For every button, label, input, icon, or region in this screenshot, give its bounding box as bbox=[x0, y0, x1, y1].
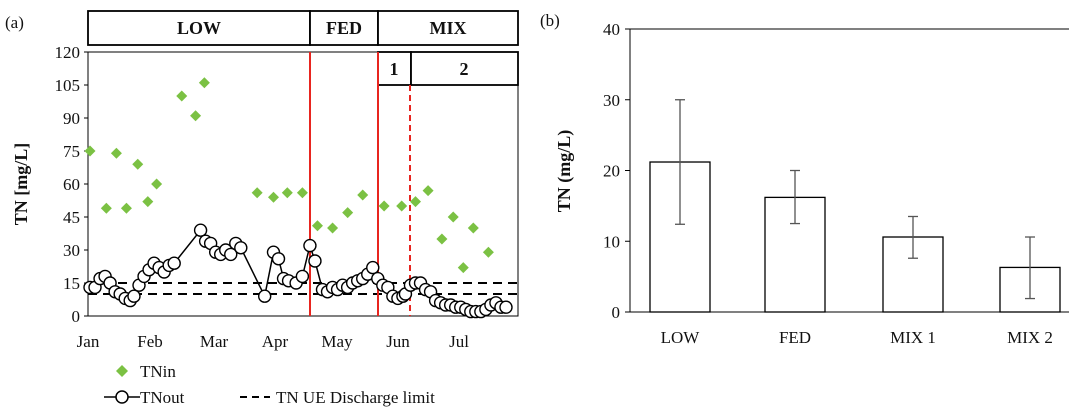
tnout-point bbox=[167, 256, 181, 270]
plot-b-x-tick-label: MIX 2 bbox=[1007, 328, 1053, 347]
legend-tnout-marker bbox=[115, 390, 129, 404]
phase-box-mix bbox=[377, 10, 519, 46]
tnin-point bbox=[281, 187, 293, 199]
legend-tnin-marker bbox=[116, 365, 128, 377]
panel-a-label: (a) bbox=[5, 13, 24, 32]
tnin-point bbox=[100, 202, 112, 214]
tnin-point bbox=[410, 196, 422, 208]
phase-box-low bbox=[87, 10, 311, 46]
tnin-point bbox=[176, 90, 188, 102]
tnin-point bbox=[84, 145, 96, 157]
tnout-point bbox=[224, 247, 238, 262]
tnin-point bbox=[357, 189, 369, 201]
tnin-point bbox=[436, 233, 448, 245]
plot-a-y-tick-label: 120 bbox=[55, 43, 81, 62]
tnin-point bbox=[422, 185, 434, 197]
tnin-point bbox=[267, 191, 279, 203]
phase-mix-1-label: 1 bbox=[390, 59, 399, 79]
plot-b-y-ticks: 0 10 20 30 40 bbox=[603, 20, 630, 322]
plot-a-x-tick-label: Jul bbox=[449, 332, 469, 351]
plot-a-x-ticks: Jan Feb Mar Apr May Jun Jul bbox=[77, 332, 470, 351]
plot-b-x-tick-label: FED bbox=[779, 328, 811, 347]
legend-limit-label: TN UE Discharge limit bbox=[276, 388, 435, 407]
tnin-point bbox=[110, 147, 122, 159]
plot-a-y-tick-label: 90 bbox=[63, 109, 80, 128]
plot-b-y-tick-label: 40 bbox=[603, 20, 620, 39]
panel-b-label: (b) bbox=[540, 11, 560, 30]
tnin-point bbox=[120, 202, 132, 214]
tnin-point bbox=[457, 262, 469, 274]
tnin-point bbox=[151, 178, 163, 190]
tnout-point bbox=[193, 223, 208, 237]
plot-b-y-tick-label: 0 bbox=[612, 303, 621, 322]
tnin-point bbox=[132, 158, 144, 170]
phase-mix-label: MIX bbox=[430, 18, 467, 38]
plot-b-y-tick-label: 10 bbox=[603, 232, 620, 251]
plot-a-y-ticks: 0 15 30 45 60 75 90 105 120 bbox=[55, 43, 88, 326]
plot-b-x-tick-label: LOW bbox=[661, 328, 701, 347]
tnout-point bbox=[271, 252, 286, 266]
plot-a-y-tick-label: 75 bbox=[63, 142, 80, 161]
tnin-point bbox=[190, 110, 202, 122]
phase-box-fed bbox=[309, 10, 379, 46]
plot-b-y-tick-label: 30 bbox=[603, 91, 620, 110]
plot-a-y-tick-label: 105 bbox=[55, 76, 81, 95]
panel-b: (b) TN (mg/L) 0 10 20 30 40 LOW FED MIX 1 MIX 2 bbox=[540, 11, 1069, 347]
tnin-point bbox=[198, 77, 210, 89]
plot-a-x-tick-label: May bbox=[321, 332, 353, 351]
plot-a-y-tick-label: 30 bbox=[63, 241, 80, 260]
plot-b-y-tick-label: 20 bbox=[603, 162, 620, 181]
plot-a-x-tick-label: Mar bbox=[200, 332, 229, 351]
plot-a-y-axis-title: TN [mg/L] bbox=[11, 143, 31, 226]
plot-a-x-tick-label: Apr bbox=[262, 332, 289, 351]
tnout-point bbox=[127, 289, 141, 303]
tnout-point bbox=[295, 269, 310, 284]
tnin-point bbox=[378, 200, 390, 212]
tnin-point bbox=[327, 222, 339, 234]
plot-b-y-axis-title: TN (mg/L) bbox=[554, 130, 575, 213]
tnin-point bbox=[296, 187, 308, 199]
plot-b-bars bbox=[649, 99, 1061, 313]
plot-a-y-tick-label: 15 bbox=[63, 274, 80, 293]
plot-a-x-tick-label: Jun bbox=[386, 332, 410, 351]
tnout-point bbox=[308, 254, 322, 268]
legend: TNin TNout TN UE Discharge limit bbox=[104, 362, 435, 407]
legend-tnin-label: TNin bbox=[140, 362, 176, 381]
tnout-point bbox=[257, 289, 272, 303]
plot-a-y-tick-label: 60 bbox=[63, 175, 80, 194]
phase-fed-label: FED bbox=[326, 18, 362, 38]
tnin-point bbox=[396, 200, 408, 212]
tnin-point bbox=[311, 220, 323, 232]
plot-b-x-ticks: LOW FED MIX 1 MIX 2 bbox=[661, 328, 1053, 347]
tnin-point bbox=[251, 187, 263, 199]
phase-mix-2-label: 2 bbox=[460, 59, 469, 79]
phase-low-label: LOW bbox=[177, 18, 221, 38]
plot-a-x-tick-label: Feb bbox=[137, 332, 163, 351]
tnout-point bbox=[303, 238, 317, 253]
plot-a-y-tick-label: 0 bbox=[72, 307, 81, 326]
legend-tnout-label: TNout bbox=[140, 388, 185, 407]
tnin-series bbox=[84, 77, 494, 274]
tnout-point bbox=[499, 300, 513, 314]
plot-b-x-tick-label: MIX 1 bbox=[890, 328, 936, 347]
tnin-point bbox=[482, 246, 494, 258]
tnin-point bbox=[447, 211, 459, 223]
tnin-point bbox=[342, 207, 354, 219]
tnin-point bbox=[142, 196, 154, 208]
plot-a-y-tick-label: 45 bbox=[63, 208, 80, 227]
tnin-point bbox=[467, 222, 479, 234]
tnout-point bbox=[366, 260, 380, 275]
panel-a: (a) LOW FED MIX 1 2 TN [mg/L] 0 15 30 45 60 7… bbox=[5, 10, 519, 407]
plot-a-x-tick-label: Jan bbox=[77, 332, 100, 351]
tnout-point bbox=[234, 241, 248, 255]
tnout-series bbox=[83, 223, 513, 319]
